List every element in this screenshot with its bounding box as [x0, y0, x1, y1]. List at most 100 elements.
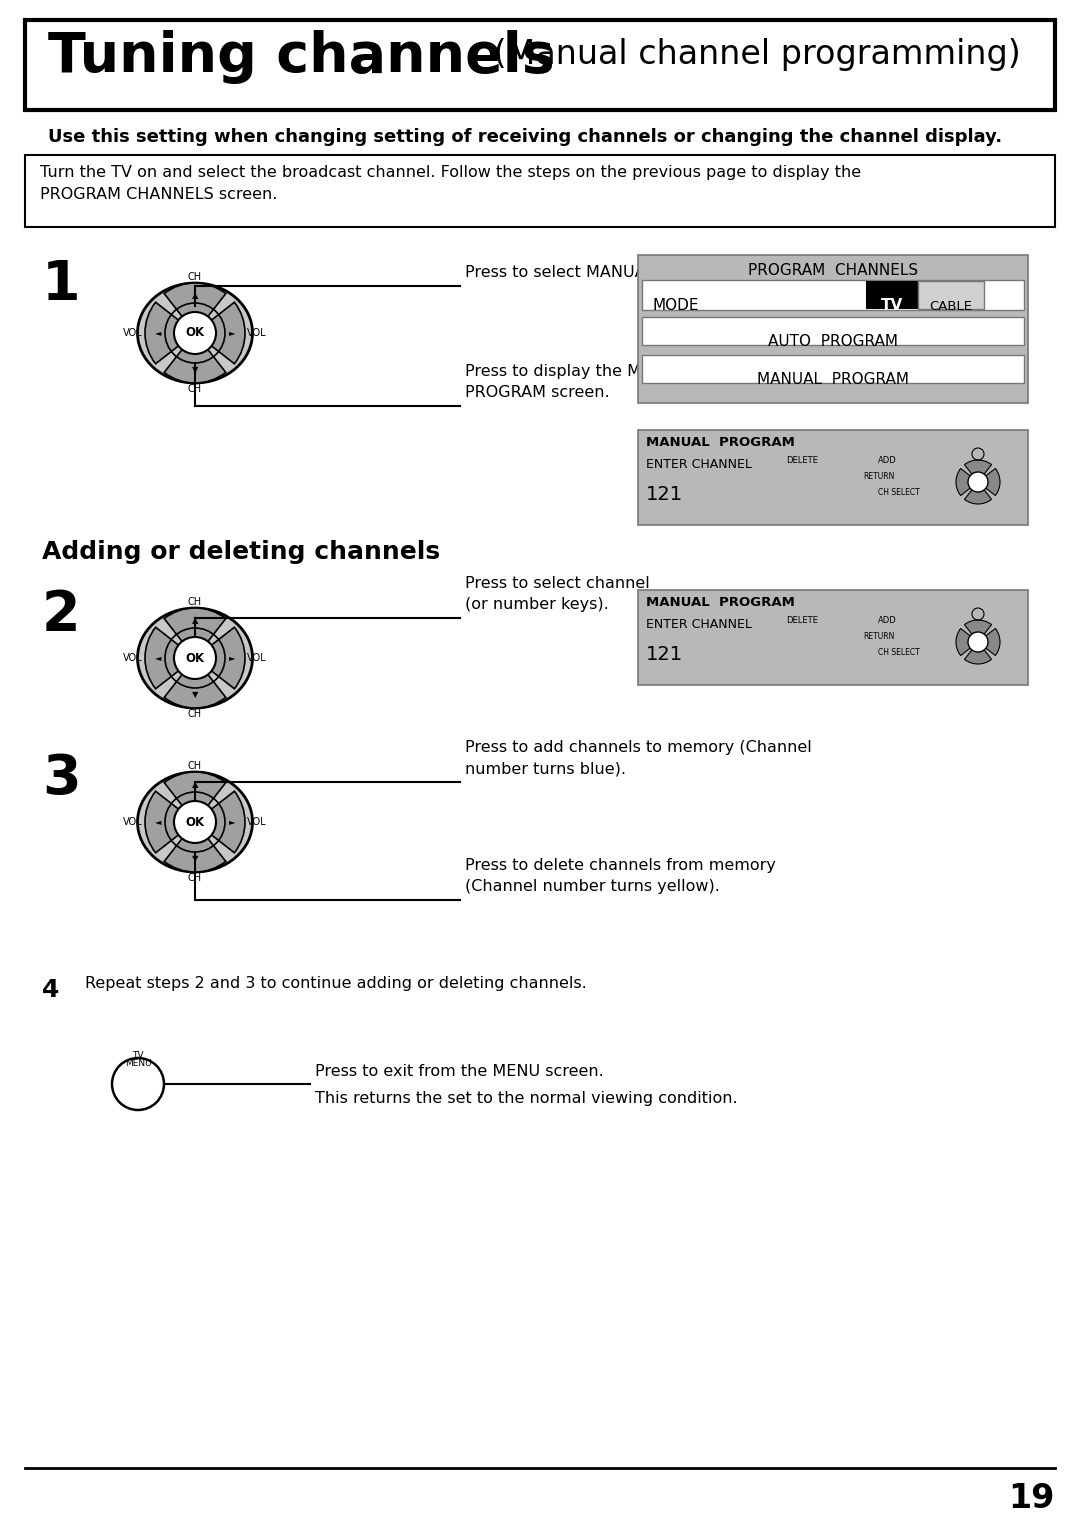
- Wedge shape: [956, 629, 978, 655]
- Text: Use this setting when changing setting of receiving channels or changing the cha: Use this setting when changing setting o…: [48, 127, 1002, 146]
- Text: ►: ►: [229, 818, 235, 827]
- Text: MANUAL  PROGRAM: MANUAL PROGRAM: [757, 373, 909, 387]
- Ellipse shape: [137, 607, 253, 709]
- Text: MANUAL  PROGRAM: MANUAL PROGRAM: [646, 436, 795, 449]
- Text: 121: 121: [646, 485, 684, 505]
- Text: CH: CH: [188, 709, 202, 719]
- Wedge shape: [964, 460, 991, 482]
- Text: ADD: ADD: [878, 617, 896, 624]
- Text: Press to exit from the MENU screen.: Press to exit from the MENU screen.: [315, 1065, 604, 1078]
- Wedge shape: [164, 333, 226, 384]
- Wedge shape: [964, 643, 991, 664]
- Text: ◄: ◄: [154, 818, 161, 827]
- Text: TV: TV: [881, 298, 903, 313]
- Text: ►: ►: [229, 653, 235, 663]
- Text: TV: TV: [132, 1051, 144, 1060]
- Text: RETURN: RETURN: [863, 472, 894, 482]
- Text: PROGRAM  CHANNELS: PROGRAM CHANNELS: [748, 262, 918, 278]
- Ellipse shape: [137, 282, 253, 384]
- Text: (Manual channel programming): (Manual channel programming): [483, 38, 1021, 71]
- Text: ▲: ▲: [192, 617, 199, 626]
- Text: ▼: ▼: [192, 365, 199, 374]
- Text: MENU: MENU: [124, 1058, 151, 1068]
- Wedge shape: [164, 822, 226, 871]
- Text: CH: CH: [188, 597, 202, 607]
- Wedge shape: [195, 302, 245, 364]
- Text: Press to add channels to memory (Channel
number turns blue).: Press to add channels to memory (Channel…: [465, 739, 812, 776]
- Text: ▲: ▲: [192, 781, 199, 790]
- Text: DELETE: DELETE: [786, 617, 818, 624]
- Text: 121: 121: [646, 644, 684, 664]
- Text: CH: CH: [188, 384, 202, 394]
- Wedge shape: [145, 627, 195, 689]
- Text: Press to select channel
(or number keys).: Press to select channel (or number keys)…: [465, 575, 650, 612]
- Text: RETURN: RETURN: [863, 632, 894, 641]
- Wedge shape: [956, 468, 978, 495]
- Wedge shape: [195, 792, 245, 853]
- Text: ◄: ◄: [154, 328, 161, 337]
- Text: AUTO  PROGRAM: AUTO PROGRAM: [768, 334, 897, 350]
- Text: 1: 1: [42, 258, 81, 311]
- Text: This returns the set to the normal viewing condition.: This returns the set to the normal viewi…: [315, 1091, 738, 1106]
- Bar: [638, 255, 1028, 403]
- Text: 4: 4: [42, 979, 59, 1002]
- Text: Press to delete channels from memory
(Channel number turns yellow).: Press to delete channels from memory (Ch…: [465, 858, 775, 894]
- Text: ◄: ◄: [154, 653, 161, 663]
- Text: Tuning channels: Tuning channels: [48, 31, 555, 84]
- Text: ▼: ▼: [192, 690, 199, 700]
- Wedge shape: [145, 302, 195, 364]
- Text: CH: CH: [188, 761, 202, 772]
- Text: 2: 2: [42, 588, 81, 643]
- Text: VOL: VOL: [123, 328, 143, 337]
- Circle shape: [174, 637, 216, 680]
- Circle shape: [968, 472, 988, 492]
- Wedge shape: [164, 658, 226, 709]
- Wedge shape: [164, 772, 226, 822]
- Bar: [642, 318, 1024, 345]
- Text: Adding or deleting channels: Adding or deleting channels: [42, 540, 441, 565]
- Text: Repeat steps 2 and 3 to continue adding or deleting channels.: Repeat steps 2 and 3 to continue adding …: [85, 976, 586, 991]
- Text: ENTER CHANNEL: ENTER CHANNEL: [646, 618, 752, 630]
- Wedge shape: [964, 482, 991, 505]
- Text: VOL: VOL: [247, 328, 267, 337]
- Circle shape: [174, 801, 216, 844]
- Text: CH: CH: [188, 272, 202, 282]
- Text: CH SELECT: CH SELECT: [878, 488, 920, 497]
- Text: CABLE: CABLE: [930, 301, 972, 313]
- Text: VOL: VOL: [247, 653, 267, 663]
- Wedge shape: [978, 468, 1000, 495]
- Text: ENTER CHANNEL: ENTER CHANNEL: [646, 459, 752, 471]
- Wedge shape: [978, 629, 1000, 655]
- Text: Press to select MANUAL PROGRAM.: Press to select MANUAL PROGRAM.: [465, 265, 746, 281]
- Text: MANUAL  PROGRAM: MANUAL PROGRAM: [646, 597, 795, 609]
- Bar: [25, 155, 1055, 227]
- Bar: [866, 281, 918, 308]
- Bar: [642, 281, 1024, 310]
- Text: 3: 3: [42, 752, 81, 805]
- Wedge shape: [164, 607, 226, 658]
- Text: 19: 19: [1009, 1482, 1055, 1516]
- Text: Press to display the MANUAL
PROGRAM screen.: Press to display the MANUAL PROGRAM scre…: [465, 364, 696, 400]
- Circle shape: [174, 311, 216, 354]
- Text: ▲: ▲: [192, 291, 199, 301]
- FancyBboxPatch shape: [638, 591, 1028, 686]
- Text: VOL: VOL: [247, 818, 267, 827]
- Ellipse shape: [137, 772, 253, 871]
- Text: CH SELECT: CH SELECT: [878, 647, 920, 657]
- Text: OK: OK: [186, 816, 204, 828]
- Text: ▼: ▼: [192, 854, 199, 864]
- Text: OK: OK: [186, 327, 204, 339]
- Text: VOL: VOL: [123, 818, 143, 827]
- Wedge shape: [145, 792, 195, 853]
- Circle shape: [112, 1058, 164, 1111]
- Text: ADD: ADD: [878, 456, 896, 465]
- Text: CH: CH: [188, 873, 202, 884]
- Wedge shape: [195, 627, 245, 689]
- Text: ►: ►: [229, 328, 235, 337]
- Wedge shape: [964, 620, 991, 643]
- Circle shape: [968, 632, 988, 652]
- Bar: [642, 354, 1024, 384]
- Text: Turn the TV on and select the broadcast channel. Follow the steps on the previou: Turn the TV on and select the broadcast …: [40, 166, 861, 202]
- Bar: [918, 281, 984, 308]
- Text: OK: OK: [186, 652, 204, 664]
